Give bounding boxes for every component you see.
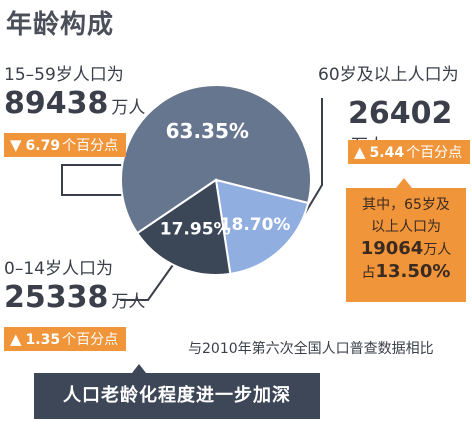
pie-value-label-1: 18.70% <box>220 215 291 235</box>
working-age-change-suffix: 个百分点 <box>62 138 119 154</box>
footer-banner: 人口老龄化程度进一步加深 <box>34 373 320 419</box>
children-change: 1.35 <box>25 332 61 348</box>
elderly-label: 60岁及以上人口为 <box>318 65 459 85</box>
pie-slice-2 <box>135 178 232 276</box>
arrow-up-icon: ▲ <box>10 330 22 348</box>
children-change-suffix: 个百分点 <box>62 332 119 348</box>
working-age-unit: 万人 <box>111 98 146 118</box>
working-age-value-row: 89438 万人 <box>4 86 145 121</box>
elderly-change-badge: ▲ 5.44 个百分点 <box>348 140 471 164</box>
callout-line-2: 以上人口为 <box>371 219 441 235</box>
pie-value-label-2: 17.95% <box>160 220 231 240</box>
callout-share: 13.50% <box>375 261 451 282</box>
leader-line-working-age <box>61 164 160 196</box>
working-age-change: 6.79 <box>25 138 61 154</box>
children-change-badge: ▲ 1.35 个百分点 <box>4 327 127 351</box>
children-unit: 万人 <box>111 292 146 312</box>
working-age-change-badge: ▼ 6.79 个百分点 <box>4 133 127 157</box>
comparison-note: 与2010年第六次全国人口普查数据相比 <box>188 341 434 357</box>
callout-value-row: 19064万人 <box>346 238 466 261</box>
pie-slice-1 <box>214 178 310 276</box>
callout-line-1: 其中，65岁及 <box>362 197 450 213</box>
callout-share-row: 占13.50% <box>346 261 466 284</box>
callout-unit: 万人 <box>423 242 452 258</box>
arrow-down-icon: ▼ <box>10 136 22 154</box>
children-value: 25338 <box>4 280 109 315</box>
elderly-change: 5.44 <box>369 145 405 161</box>
callout-value: 19064 <box>360 238 424 259</box>
pie-slices <box>120 84 312 276</box>
callout-pointer <box>396 178 412 188</box>
pie-labels: 63.35% 18.70%17.95% <box>160 119 291 240</box>
page-title: 年龄构成 <box>6 10 115 40</box>
callout-share-prefix: 占 <box>361 265 376 281</box>
banner-pointer <box>132 364 146 373</box>
working-age-label: 15–59岁人口为 <box>4 65 124 85</box>
callout-65-plus: 其中，65岁及 以上人口为 19064万人 占13.50% <box>346 188 466 302</box>
pie-slice-0 <box>120 84 312 235</box>
elderly-change-suffix: 个百分点 <box>406 145 463 161</box>
leader-line-children <box>120 261 176 301</box>
pie-value-label-0: 63.35% <box>166 119 249 143</box>
working-age-value: 89438 <box>4 86 109 121</box>
children-value-row: 25338 万人 <box>4 280 145 315</box>
arrow-up-icon: ▲ <box>354 143 366 161</box>
elderly-value: 26402 <box>348 96 453 131</box>
children-label: 0–14岁人口为 <box>4 259 113 279</box>
